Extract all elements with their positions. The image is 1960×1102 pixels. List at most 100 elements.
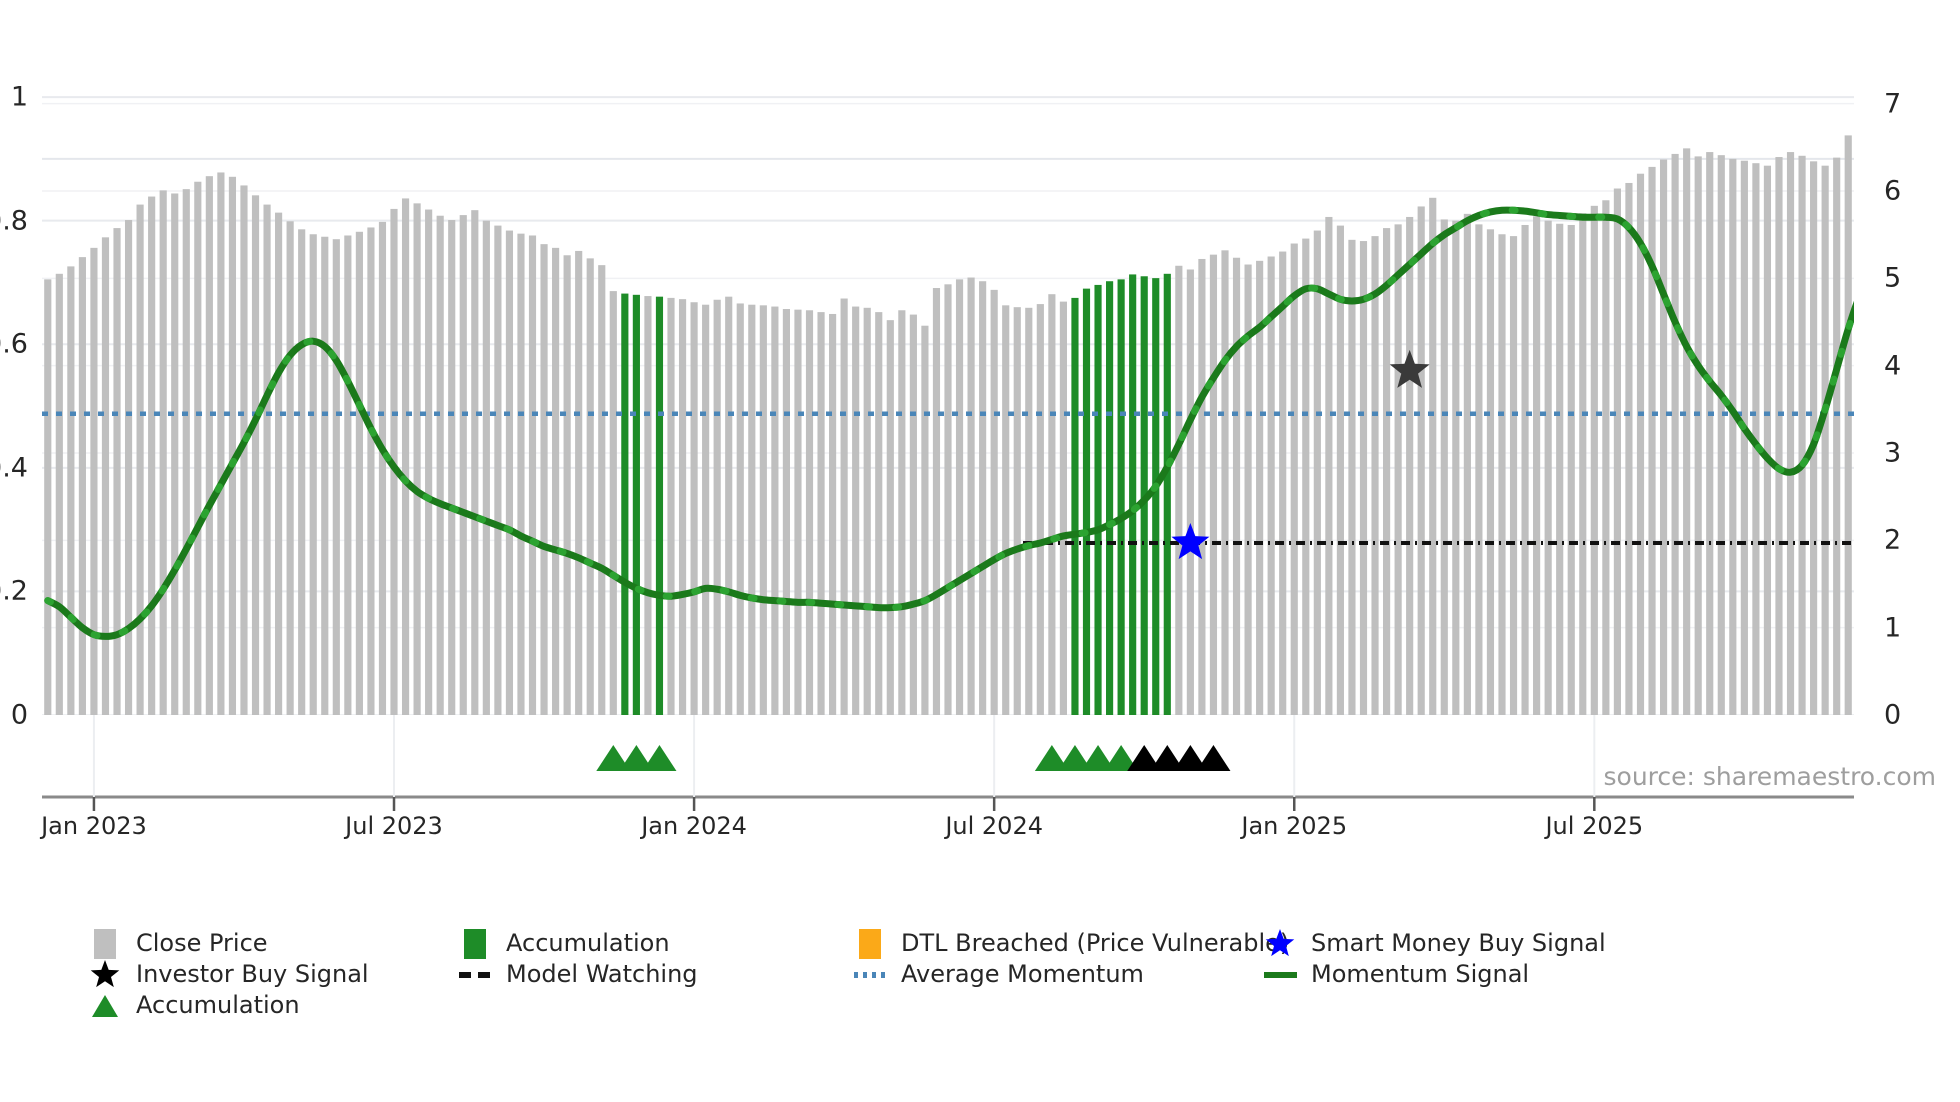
price-bar — [644, 296, 652, 715]
accumulation-triangle-marker — [1104, 745, 1139, 771]
left-axis-tick-label: 1 — [10, 81, 28, 113]
price-bar — [1325, 216, 1333, 715]
price-bar — [1371, 236, 1379, 715]
price-bar — [1521, 224, 1529, 715]
investor-buy-marker — [1389, 349, 1430, 388]
price-bar — [367, 227, 375, 715]
price-bar — [1590, 205, 1598, 715]
price-bar — [1533, 216, 1541, 715]
right-axis-tick-label: 2 — [1884, 524, 1902, 556]
price-bar — [1648, 166, 1656, 715]
price-bar — [725, 296, 733, 715]
price-bar — [1763, 165, 1772, 715]
chart-canvas — [42, 96, 1854, 715]
price-bar — [609, 291, 617, 715]
price-bar — [482, 220, 490, 715]
price-bar — [1117, 279, 1125, 715]
dashed-line-icon — [459, 971, 492, 978]
left-axis-tick-label: 0.8 — [0, 205, 28, 237]
price-bar — [736, 303, 744, 715]
legend-item-dtl-breached[interactable]: DTL Breached (Price Vulnerable) — [853, 928, 1289, 959]
price-bar — [344, 235, 352, 715]
price-bar — [1106, 281, 1114, 715]
legend-label: Accumulation — [136, 991, 300, 1019]
price-bar — [1544, 220, 1552, 715]
smart-money-buy-marker — [1171, 522, 1210, 560]
price-bar — [817, 312, 825, 715]
momentum-signal-line — [44, 206, 1854, 640]
price-bar — [1036, 304, 1044, 715]
price-bar — [378, 221, 387, 715]
source-attribution: source: sharemaestro.com — [1603, 762, 1937, 791]
price-bar — [1833, 157, 1841, 715]
legend-line-icon — [458, 959, 492, 990]
right-axis-tick-label: 0 — [1884, 699, 1902, 731]
price-bar — [1302, 238, 1310, 715]
price-bar — [1059, 301, 1067, 715]
price-bar — [401, 198, 410, 715]
price-bar — [955, 279, 964, 715]
price-bar — [575, 250, 583, 715]
price-bar — [1498, 234, 1506, 715]
price-bar — [655, 296, 664, 715]
price-bar — [540, 244, 548, 715]
legend-item-average-momentum[interactable]: Average Momentum — [853, 959, 1144, 990]
price-bar — [67, 266, 75, 715]
price-bar — [332, 239, 340, 715]
legend-row: Investor Buy Signal Model Watching Average… — [88, 959, 1938, 990]
signal-marker-strip — [42, 715, 1854, 811]
legend-swatch-icon — [458, 928, 492, 959]
price-bar — [194, 181, 202, 715]
price-bar — [309, 234, 317, 715]
price-bar — [1336, 225, 1344, 715]
price-bar — [713, 299, 721, 715]
price-bar — [1290, 243, 1298, 715]
price-bar — [1706, 152, 1714, 715]
price-bar — [702, 304, 710, 715]
legend-item-close-price[interactable]: Close Price — [88, 928, 268, 959]
price-bar — [782, 309, 790, 715]
price-bar — [1209, 254, 1218, 715]
price-bar — [517, 233, 525, 715]
legend-item-accumulation-triangle[interactable]: Accumulation — [88, 990, 300, 1021]
accumulation-triangle-marker — [619, 745, 654, 771]
legend-item-smart-money-buy-signal[interactable]: Smart Money Buy Signal — [1263, 928, 1606, 959]
price-bar — [124, 220, 133, 715]
legend-row: Accumulation — [88, 990, 1938, 1021]
price-bar — [101, 237, 110, 715]
legend-line-icon — [1263, 959, 1297, 990]
legend-label: Accumulation — [506, 929, 670, 957]
left-axis-tick-label: 0.6 — [0, 328, 28, 360]
price-bar — [44, 279, 52, 715]
right-axis-tick-label: 6 — [1884, 175, 1902, 207]
price-bar — [228, 176, 237, 715]
legend-item-accumulation-bar[interactable]: Accumulation — [458, 928, 670, 959]
price-bar — [1659, 159, 1668, 715]
price-bar — [436, 215, 444, 715]
price-bar — [1152, 278, 1160, 715]
price-bar — [632, 294, 640, 715]
left-axis-tick-label: 0.4 — [0, 452, 28, 484]
price-bar — [1821, 165, 1829, 715]
price-bar — [1509, 236, 1518, 715]
price-bar — [1567, 224, 1575, 715]
price-bar — [1486, 229, 1495, 715]
legend-item-investor-buy-signal[interactable]: Investor Buy Signal — [88, 959, 369, 990]
price-bar — [690, 302, 698, 715]
price-bar — [1798, 155, 1806, 715]
price-bar — [1013, 307, 1021, 715]
price-bar — [1359, 241, 1368, 715]
legend-item-momentum-signal[interactable]: Momentum Signal — [1263, 959, 1529, 990]
price-bar — [921, 325, 929, 715]
price-bar — [171, 193, 179, 715]
price-bar — [1279, 251, 1287, 715]
price-bar — [136, 204, 144, 715]
price-bar — [1025, 307, 1033, 715]
legend-item-model-watching[interactable]: Model Watching — [458, 959, 698, 990]
price-bar — [1221, 250, 1229, 715]
price-bar — [1267, 256, 1275, 715]
price-bar — [1602, 200, 1610, 715]
price-bar — [1186, 269, 1194, 715]
price-bar — [967, 277, 975, 715]
price-bar — [217, 172, 225, 715]
